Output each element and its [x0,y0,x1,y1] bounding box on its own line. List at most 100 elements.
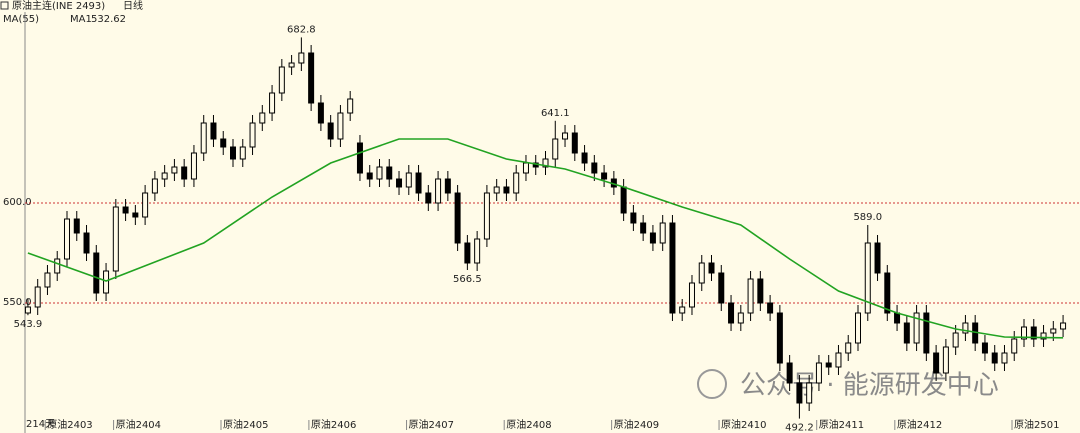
x-tick-label: 原油2410 [721,418,766,431]
candle-body [1030,326,1037,340]
candle-body [190,152,197,180]
candle-body [962,322,969,334]
candle-body [54,258,61,274]
chart-title: 原油主连(INE 2493) [12,0,105,12]
candle-body [474,238,481,264]
candle-body [327,122,334,140]
candle-body [562,132,569,140]
candle-body [83,232,90,254]
candle-body [737,312,744,324]
candle-body [239,146,246,160]
x-tick-label: 原油2406 [311,418,356,431]
candle-body [796,382,803,404]
extreme-label: 589.0 [853,212,882,223]
candle-body [1001,352,1008,364]
candle-body [630,212,637,224]
candle-body [1050,328,1057,334]
candle-body [767,302,774,314]
extreme-label: 682.8 [287,24,316,35]
candle-body [171,166,178,174]
candle-body [356,142,363,174]
candle-body [44,272,51,288]
candle-body [698,262,705,284]
candle-body [913,312,920,344]
candle-body [298,52,305,64]
x-tick-label: 原油2501 [1014,418,1059,431]
candle-body [464,242,471,264]
x-tick-label: 原油2408 [506,418,551,431]
candle-body [933,352,940,374]
period[interactable]: 日线 [123,0,143,12]
candle-body [181,166,188,180]
candle-body [376,166,383,180]
x-tick-label: 原油2404 [116,418,161,431]
candle-body [259,112,266,124]
candle-body [513,172,520,194]
candle-body [708,262,715,274]
candle-body [776,312,783,364]
candle-body [34,286,41,308]
candle-body [728,302,735,324]
candle-body [806,382,813,404]
candle-body [923,312,930,354]
candle-body [503,186,510,194]
candle-body [815,362,822,384]
candle-body [444,178,451,194]
day-count: 214天 [26,419,55,430]
candle-body [103,270,110,294]
candle-body [688,282,695,308]
candle-body [845,342,852,354]
candle-body [269,92,276,114]
candle-body [640,222,647,234]
extreme-label: 492.2 [785,423,814,433]
indicator[interactable]: MA(55) [3,14,39,25]
candle-body [894,312,901,324]
candle-body [24,306,31,314]
x-tick-label: 原油2407 [409,418,454,431]
candle-body [278,66,285,94]
candle-body [591,162,598,174]
candle-body [93,252,100,294]
candle-body [435,178,442,204]
x-tick-label: 原油2405 [223,418,268,431]
candle-body [493,186,500,194]
candle-body [483,192,490,240]
candle-body [571,132,578,154]
candle-body [1060,322,1067,330]
candle-body [288,62,295,68]
candle-body [903,322,910,344]
candle-body [112,206,119,272]
extreme-label: 566.5 [453,274,482,285]
candle-body [601,172,608,180]
candle-body [942,346,949,374]
x-tick-label: 原油2412 [897,418,942,431]
candle-body [991,352,998,364]
x-tick-label: 原油2409 [614,418,659,431]
extreme-label: 641.1 [541,108,570,119]
candle-body [132,212,139,218]
ma-line [27,138,1064,339]
watermark-icon [697,369,727,399]
candle-body [552,138,559,160]
candle-body [317,102,324,124]
candle-body [659,222,666,244]
candle-body [142,192,149,218]
candle-body [786,362,793,384]
candle-body [854,312,861,344]
candle-body [337,112,344,140]
candle-body [230,146,237,160]
candle-body [151,178,158,194]
y-tick-label: 600.0 [3,197,32,208]
header-icon [0,1,9,10]
candle-body [1021,326,1028,340]
candle-body [161,172,168,180]
candle-body [122,206,129,214]
candle-body [347,98,354,114]
candle-body [522,162,529,174]
candle-body [425,192,432,204]
y-tick-label: 550.0 [3,297,32,308]
candle-body [679,306,686,314]
candle-body [210,122,217,140]
